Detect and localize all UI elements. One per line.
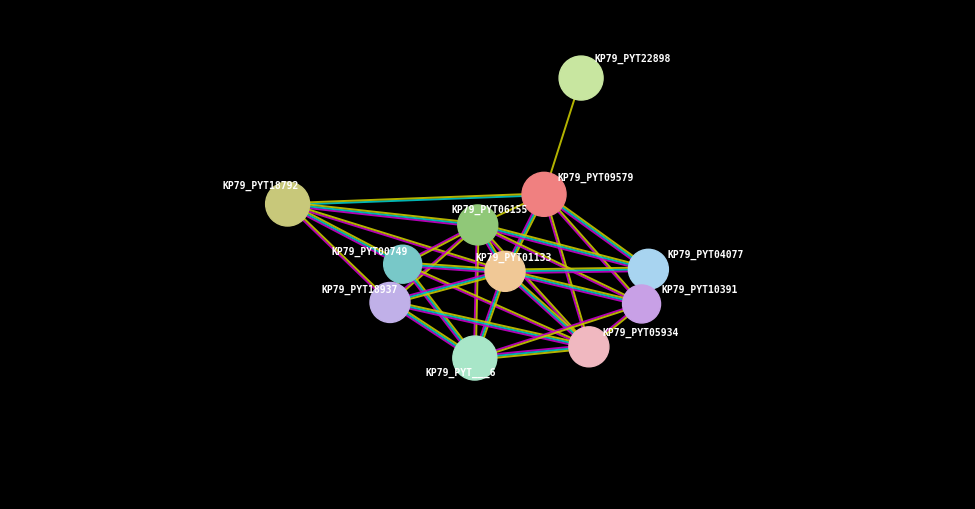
Text: KP79_PYT09579: KP79_PYT09579 <box>558 172 634 182</box>
Text: KP79_PYT01133: KP79_PYT01133 <box>476 252 552 262</box>
Text: KP79_PYT18937: KP79_PYT18937 <box>322 284 398 294</box>
Circle shape <box>452 336 497 380</box>
Circle shape <box>568 327 609 367</box>
Text: KP79_PYT10391: KP79_PYT10391 <box>661 284 737 294</box>
Text: KP79_PYT05934: KP79_PYT05934 <box>603 327 679 337</box>
Circle shape <box>265 183 310 227</box>
Circle shape <box>485 252 526 292</box>
Circle shape <box>559 57 604 101</box>
Text: KP79_PYT04077: KP79_PYT04077 <box>668 249 744 260</box>
Text: KP79_PYT___6: KP79_PYT___6 <box>425 367 495 378</box>
Circle shape <box>522 173 566 217</box>
Circle shape <box>623 286 660 323</box>
Circle shape <box>384 246 421 284</box>
Text: KP79_PYT22898: KP79_PYT22898 <box>595 53 671 64</box>
Circle shape <box>370 283 410 323</box>
Text: KP79_PYT06155: KP79_PYT06155 <box>451 205 527 215</box>
Text: KP79_PYT18792: KP79_PYT18792 <box>222 181 298 191</box>
Circle shape <box>457 206 498 245</box>
Circle shape <box>628 250 669 290</box>
Text: KP79_PYT00749: KP79_PYT00749 <box>332 246 408 256</box>
